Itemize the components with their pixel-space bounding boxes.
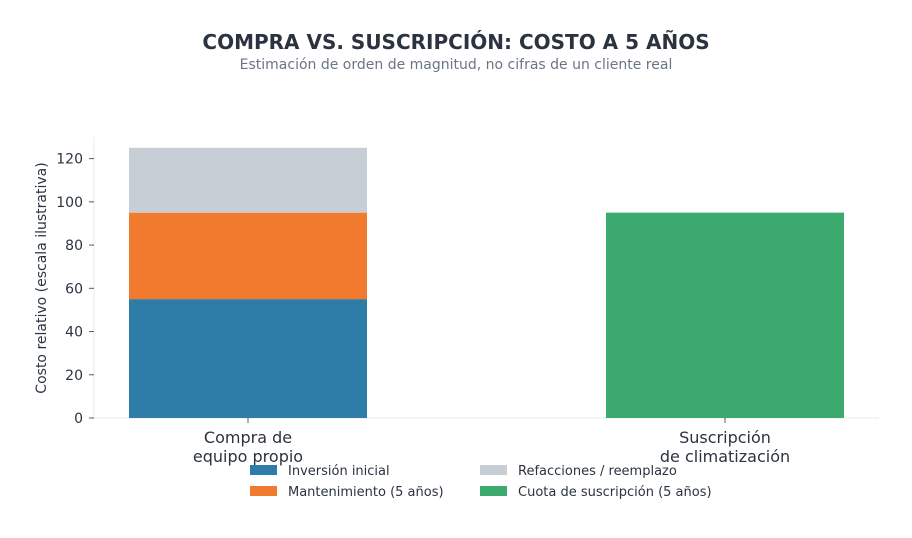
y-tick-label: 20 [65,368,83,384]
legend: Inversión inicial Mantenimiento (5 años) R… [250,464,712,500]
y-tick-label: 40 [65,325,83,341]
y-tick-label: 100 [56,195,83,211]
x-tick-label: equipo propio [193,447,303,466]
legend-label: Mantenimiento (5 años) [288,485,444,500]
chart-title: COMPRA VS. SUSCRIPCIÓN: COSTO A 5 AÑOS [202,30,709,54]
bar-segment [129,212,367,300]
legend-swatch [480,486,507,496]
y-tick-label: 60 [65,281,83,297]
legend-label: Inversión inicial [288,464,390,479]
legend-label: Refacciones / reemplazo [518,464,677,479]
y-tick-label: 120 [56,152,83,168]
x-tick-label: Suscripción [679,428,771,447]
legend-swatch [480,465,507,475]
y-tick-label: 0 [74,411,83,427]
x-tick-label: Compra de [204,428,292,447]
bar-segment [129,147,367,213]
y-axis-label: Costo relativo (escala ilustrativa) [34,162,50,393]
chart-subtitle: Estimación de orden de magnitud, no cifr… [240,57,673,73]
legend-swatch [250,486,277,496]
bar-segment [129,299,367,418]
bar-segment [606,212,844,418]
y-tick-label: 80 [65,238,83,254]
x-tick-label: de climatización [660,447,790,466]
legend-swatch [250,465,277,475]
legend-label: Cuota de suscripción (5 años) [518,485,712,500]
